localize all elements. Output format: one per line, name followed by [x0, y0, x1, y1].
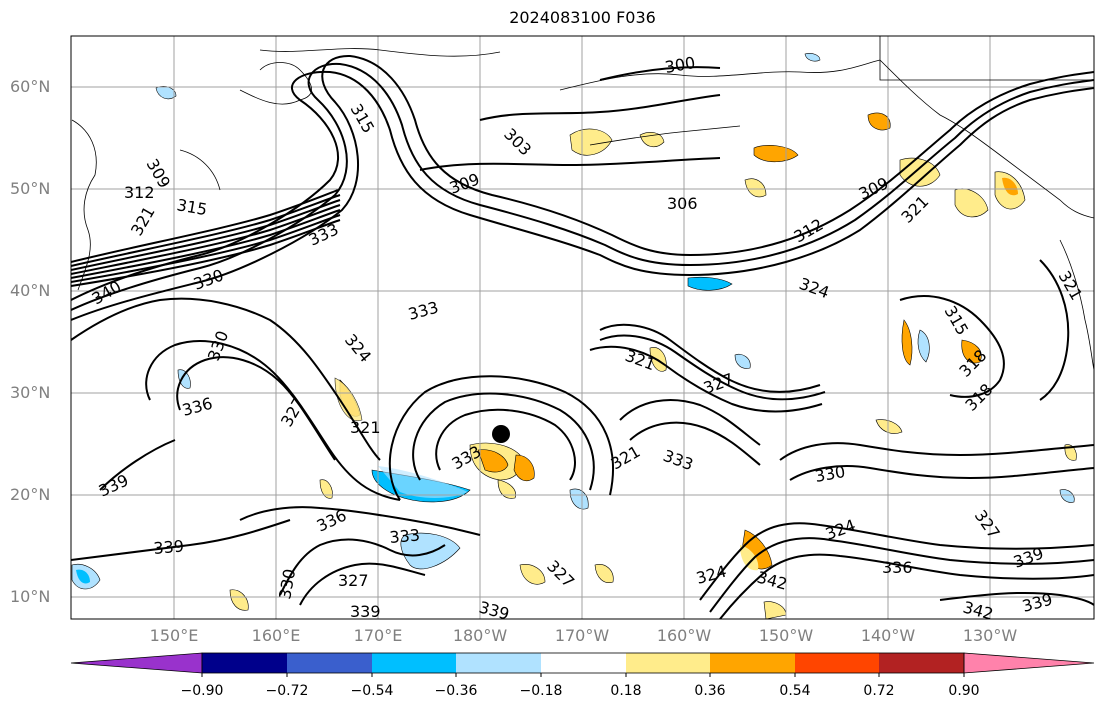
- colorbar-frame: [201, 652, 965, 674]
- colorbar-tick-label: −0.90: [180, 683, 224, 699]
- colorbar-tick-label: 0.72: [863, 683, 895, 699]
- map-frame: [70, 35, 1095, 620]
- contour-label: 339: [153, 536, 185, 558]
- contour-label: 342: [961, 598, 995, 624]
- colorbar-bin: [626, 653, 710, 673]
- contour-label: 327: [338, 571, 369, 590]
- coastlines: [71, 36, 1094, 371]
- contour-label: 339: [350, 602, 381, 621]
- colorbar-tick-label: 0.18: [610, 683, 642, 699]
- colorbar-bin: [202, 653, 287, 673]
- lon-label-160e: 160°E: [251, 626, 301, 645]
- colorbar-bin: [372, 653, 456, 673]
- contour-label: 306: [667, 194, 698, 213]
- graticule: [71, 36, 1094, 619]
- lat-label-40n: 40°N: [10, 281, 51, 300]
- lat-label-30n: 30°N: [10, 383, 51, 402]
- colorbar-bin: [541, 653, 626, 673]
- colorbar: [70, 652, 1095, 677]
- contour-label: 333: [389, 525, 421, 547]
- contour-label: 339: [477, 598, 511, 624]
- colorbar-tick-label: 0.54: [779, 683, 811, 699]
- colorbar-bin: [456, 653, 541, 673]
- storm-center-marker: [492, 425, 510, 443]
- colorbar-tick-label: −0.18: [519, 683, 563, 699]
- colorbar-bin: [879, 653, 964, 673]
- contour-lines: [71, 54, 1094, 619]
- lon-label-150e: 150°E: [149, 626, 199, 645]
- colorbar-tick-label: 0.36: [694, 683, 726, 699]
- colorbar-tick-label: −0.36: [434, 683, 478, 699]
- colorbar-over-arrow: [963, 652, 1095, 674]
- lon-label-180w: 180°W: [452, 626, 508, 645]
- lat-label-60n: 60°N: [10, 77, 51, 96]
- contour-label: 321: [350, 418, 381, 437]
- lat-label-10n: 10°N: [10, 587, 51, 606]
- lon-label-130w: 130°W: [962, 626, 1018, 645]
- lat-label-20n: 20°N: [10, 485, 51, 504]
- lon-label-140w: 140°W: [860, 626, 916, 645]
- colorbar-tick-label: −0.54: [350, 683, 394, 699]
- colorbar-bin: [710, 653, 795, 673]
- contour-label: 312: [124, 183, 155, 202]
- lon-label-170e: 170°E: [353, 626, 403, 645]
- lat-label-50n: 50°N: [10, 179, 51, 198]
- lon-label-150w: 150°W: [758, 626, 814, 645]
- lon-label-170w: 170°W: [554, 626, 610, 645]
- colorbar-under-arrow: [70, 652, 203, 674]
- colorbar-bin: [287, 653, 372, 673]
- colorbar-bin: [795, 653, 879, 673]
- lon-label-160w: 160°W: [656, 626, 712, 645]
- map-title: 2024083100 F036: [509, 8, 656, 27]
- contour-label: 336: [882, 558, 913, 577]
- colorbar-tick-label: −0.72: [265, 683, 309, 699]
- colorbar-tick-label: 0.90: [948, 683, 980, 699]
